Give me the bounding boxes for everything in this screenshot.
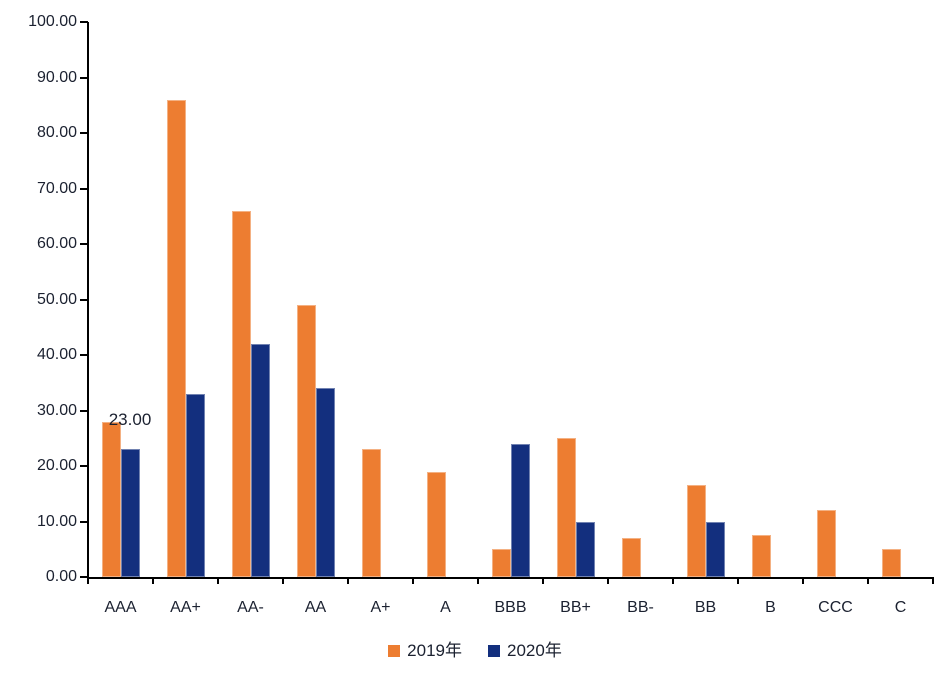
y-axis-tick [80,576,88,578]
y-axis-tick [80,465,88,467]
x-axis-tick [477,577,479,584]
x-axis-category-label: B [765,599,776,616]
x-axis-category-label: C [894,599,907,616]
x-axis-category-label: AA [304,599,327,616]
bar-2019-ccc [816,510,836,577]
y-axis-tick-label: 50.00 [36,290,77,308]
x-axis-category-label: BB [694,599,717,616]
bar-2019-aa+ [166,99,186,577]
x-axis-category-label: A [440,599,451,616]
x-axis-tick [802,577,804,584]
legend-label: 2020年 [507,641,562,660]
x-axis-category-label: AA- [237,599,264,616]
data-label-aaa-2020: 23.00 [108,410,152,430]
bar-2020-bb+ [575,521,595,577]
y-axis-tick-label: 60.00 [36,235,77,252]
y-axis-tick-label: 70.00 [36,179,77,197]
bar-2019-bb [686,485,706,577]
bar-2019-bb- [621,538,641,577]
y-axis-tick [80,187,88,190]
x-axis-category-label: AA+ [170,599,201,616]
x-axis-tick [87,577,89,584]
x-axis-tick [542,577,544,584]
bar-2019-a [426,471,446,577]
bar-2019-c [881,549,901,577]
y-axis-tick-label: 0.00 [45,568,77,585]
x-axis-category-label: AAA [104,599,137,616]
bar-2019-aa [296,305,316,577]
bar-2019-aaa [101,421,121,577]
y-axis-tick [80,21,88,23]
y-axis-tick [80,76,88,79]
x-axis-tick [282,577,284,584]
x-axis-category-label: BBB [494,599,527,616]
y-axis-line [87,22,89,579]
y-axis-tick-label: 40.00 [36,346,77,363]
legend-swatch-icon [488,645,500,657]
y-axis-tick [80,132,88,134]
x-axis-category-label: BB- [627,599,654,616]
legend: 2019年 2020年 [0,641,950,661]
bar-2020-bb [705,521,725,577]
x-axis-tick [152,577,154,584]
y-axis-tick-label: 90.00 [36,68,77,86]
y-axis-tick-label: 100.00 [28,13,77,30]
y-axis-tick [80,520,88,523]
bar-2019-bbb [491,549,511,577]
x-axis-tick [412,577,414,584]
legend-label: 2019年 [407,641,462,660]
bar-2019-a+ [361,449,381,577]
bar-2019-aa- [231,210,251,577]
legend-item-2019: 2019年 [388,641,462,661]
bar-2020-bbb [510,443,530,577]
x-axis-category-label: CCC [818,599,853,616]
x-axis-tick [737,577,739,584]
x-axis-tick [607,577,609,584]
x-axis-tick [217,577,219,584]
bar-2019-b [751,535,771,577]
bar-2020-aa [315,388,335,577]
x-axis-category-label: A+ [370,599,391,616]
y-axis-tick [80,298,88,301]
y-axis-tick-label: 20.00 [36,457,77,474]
y-axis-tick-label: 30.00 [36,401,77,419]
bar-2020-aa- [250,343,270,577]
x-axis-line [87,577,934,579]
bar-2019-bb+ [556,438,576,577]
x-axis-category-label: BB+ [560,599,591,616]
x-axis-tick [672,577,674,584]
bar-2020-aa+ [185,393,205,577]
y-axis-tick-label: 10.00 [36,512,77,530]
y-axis-tick [80,354,88,356]
y-axis-tick [80,243,88,245]
x-axis-tick [932,577,934,584]
y-axis-tick-label: 80.00 [36,124,77,141]
bar-2020-aaa [120,449,140,577]
x-axis-tick [347,577,349,584]
x-axis-tick [867,577,869,584]
y-axis-tick [80,409,88,412]
legend-swatch-icon [388,645,401,657]
legend-item-2020: 2020年 [488,641,562,661]
